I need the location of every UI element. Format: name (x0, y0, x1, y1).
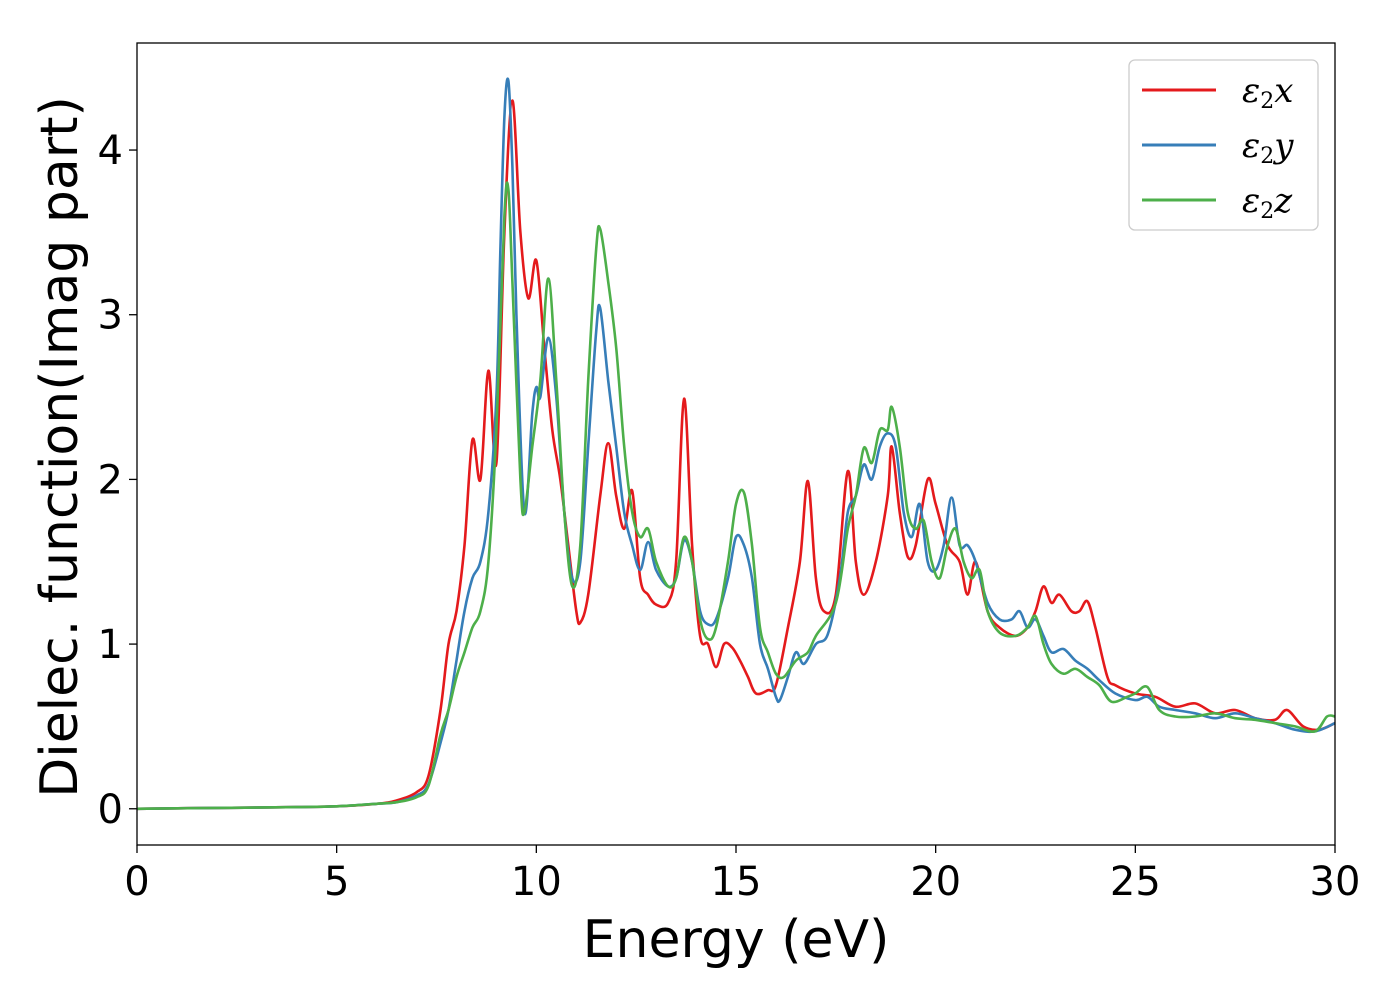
legend-label-z: ε2z (1242, 181, 1293, 224)
y-axis: 0 1 2 3 4 (98, 128, 137, 833)
legend-box (1128, 59, 1319, 231)
series-line-y (137, 77, 1335, 811)
legend-symbol: ε (1242, 126, 1260, 166)
series-layer (137, 77, 1335, 811)
legend-component: z (1273, 181, 1293, 221)
legend-subscript: 2 (1260, 89, 1274, 114)
y-tick-label: 3 (98, 293, 123, 339)
x-tick-label: 15 (711, 859, 762, 905)
y-tick-label: 0 (98, 787, 123, 833)
legend-label-y: ε2y (1242, 126, 1294, 169)
x-tick-label: 0 (124, 859, 149, 905)
x-axis: 0 5 10 15 20 25 30 (124, 845, 1360, 905)
series-line-z (137, 181, 1335, 811)
x-tick-label: 30 (1310, 859, 1361, 905)
y-tick-label: 2 (98, 457, 123, 503)
legend-label-x: ε2x (1242, 71, 1293, 114)
y-tick-label: 4 (98, 128, 123, 174)
x-tick-label: 20 (910, 859, 961, 905)
series-line-x (137, 99, 1335, 811)
x-tick-label: 25 (1110, 859, 1161, 905)
y-tick-label: 1 (98, 622, 123, 668)
y-axis-title: Dielec. function(Imag part) (30, 96, 90, 798)
legend-component: y (1272, 126, 1294, 166)
legend-component: x (1274, 71, 1293, 111)
x-tick-label: 10 (511, 859, 562, 905)
x-tick-label: 5 (324, 859, 349, 905)
x-axis-title: Energy (eV) (583, 910, 890, 970)
legend-subscript: 2 (1260, 199, 1274, 224)
legend-subscript: 2 (1260, 144, 1274, 169)
legend-symbol: ε (1242, 71, 1260, 111)
legend-symbol: ε (1242, 181, 1260, 221)
